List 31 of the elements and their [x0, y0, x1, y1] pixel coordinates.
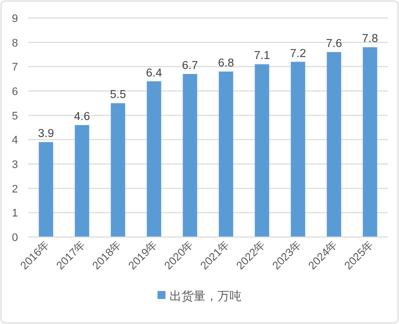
- data-label: 3.9: [38, 128, 54, 140]
- data-label: 6.4: [146, 67, 163, 80]
- data-label: 7.8: [362, 33, 378, 46]
- y-tick-label: 5: [12, 110, 18, 122]
- data-label: 6.8: [218, 58, 234, 70]
- data-label: 7.2: [290, 48, 306, 60]
- data-label: 7.6: [326, 38, 342, 50]
- y-tick-label: 1: [12, 208, 18, 220]
- bar: [146, 81, 162, 237]
- y-tick-label: 6: [12, 86, 18, 98]
- y-tick-label: 9: [12, 13, 18, 25]
- bar: [218, 72, 234, 237]
- bar: [326, 52, 342, 237]
- bar: [254, 64, 270, 237]
- bar: [182, 74, 198, 237]
- y-tick-label: 0: [12, 232, 18, 244]
- bar: [74, 125, 90, 237]
- y-tick-label: 3: [12, 159, 18, 171]
- bar: [362, 47, 378, 237]
- bar: [38, 142, 54, 237]
- data-label: 7.1: [254, 50, 270, 62]
- data-label: 4.6: [74, 111, 90, 124]
- y-tick-label: 7: [12, 62, 18, 74]
- y-tick-label: 2: [12, 183, 18, 196]
- bar: [290, 62, 306, 237]
- bar: [110, 103, 126, 237]
- y-tick-label: 4: [12, 134, 18, 147]
- legend-label: 出货量，万吨: [170, 289, 242, 303]
- data-label: 5.5: [110, 89, 126, 102]
- data-label: 6.7: [182, 60, 198, 72]
- y-tick-label: 8: [12, 37, 18, 50]
